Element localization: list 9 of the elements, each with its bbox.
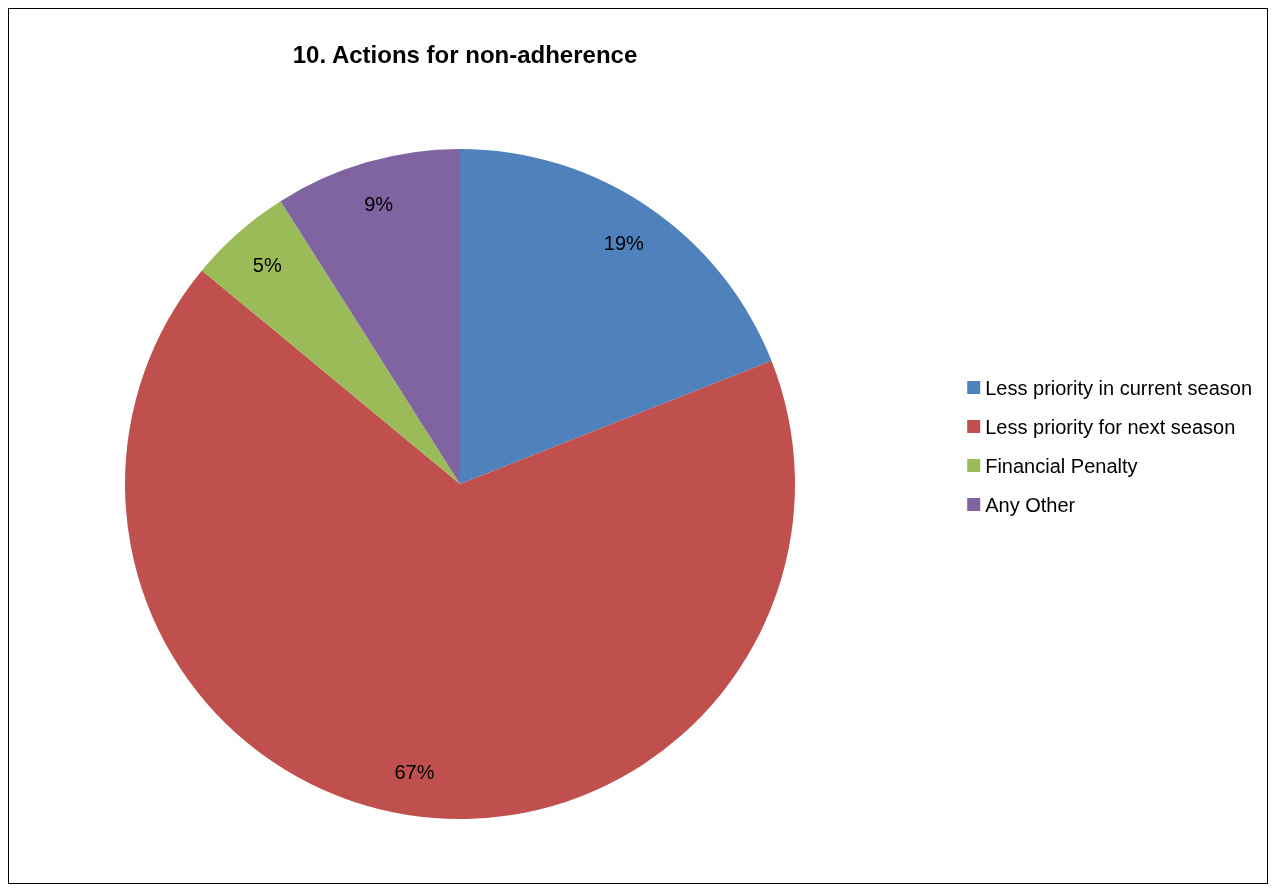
data-label: 19% xyxy=(603,231,645,254)
chart-title: 10. Actions for non-adherence xyxy=(292,40,638,68)
legend-label: Financial Penalty xyxy=(985,454,1138,477)
data-label: 9% xyxy=(364,193,394,216)
data-label: 5% xyxy=(252,254,282,277)
data-label: 67% xyxy=(394,760,435,783)
legend-label: Less priority in current season xyxy=(985,376,1253,399)
legend-label: Less priority for next season xyxy=(985,415,1236,438)
legend-label: Any Other xyxy=(985,493,1076,516)
